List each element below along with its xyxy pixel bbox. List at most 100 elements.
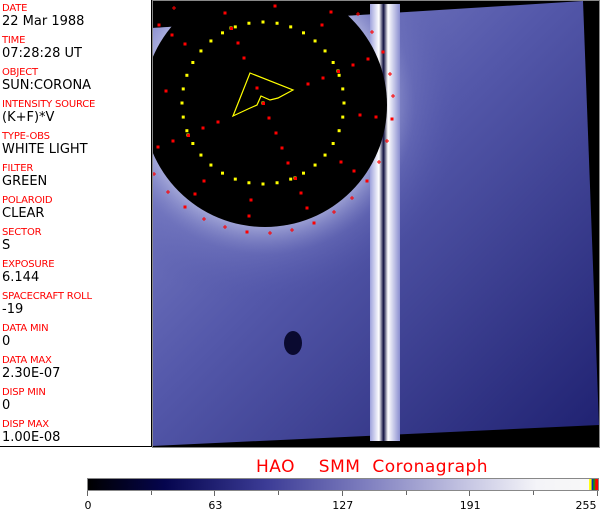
ring-marker: [261, 20, 265, 24]
field-value: 0: [2, 398, 11, 413]
field-type-obs: TYPE-OBS WHITE LIGHT: [2, 131, 88, 157]
ring-marker: [221, 171, 224, 175]
field-spacecraft-roll: SPACECRAFT ROLL -19: [2, 291, 92, 317]
red-marker: [374, 115, 378, 119]
ring-marker: [191, 61, 195, 64]
field-value: -19: [2, 302, 24, 317]
colorbar-tick-label: 255: [575, 499, 597, 512]
ring-marker: [331, 142, 335, 145]
ring-marker: [261, 182, 265, 186]
ring-marker: [181, 115, 185, 119]
red-marker: [183, 205, 187, 209]
cross-marker: [388, 72, 392, 76]
ring-marker: [337, 129, 341, 133]
field-value: (K+F)*V: [2, 110, 55, 125]
red-marker: [156, 145, 160, 149]
red-marker: [286, 161, 290, 165]
red-marker: [329, 10, 333, 14]
coronagraph-image: [152, 0, 600, 448]
ring-marker: [323, 153, 327, 157]
ring-marker: [233, 177, 237, 181]
ring-marker: [199, 49, 203, 53]
ring-marker: [331, 61, 335, 64]
red-marker: [365, 179, 369, 183]
mixed-marker: [230, 27, 233, 30]
field-sector: SECTOR S: [2, 227, 42, 253]
cross-marker: [391, 94, 395, 98]
field-polaroid: POLAROID CLEAR: [2, 195, 53, 221]
red-marker: [280, 146, 284, 150]
red-marker: [299, 191, 303, 195]
red-marker: [306, 82, 310, 86]
mixed-marker: [337, 70, 340, 73]
cross-marker: [332, 210, 336, 214]
field-value: 07:28:28 UT: [2, 46, 82, 61]
field-date: DATE 22 Mar 1988: [2, 3, 84, 29]
ring-marker: [313, 163, 317, 167]
cross-marker: [350, 196, 354, 200]
red-marker: [201, 126, 205, 130]
red-marker: [164, 89, 168, 93]
red-marker: [170, 33, 174, 37]
field-label: TIME: [2, 35, 26, 46]
ring-marker: [337, 73, 341, 77]
red-marker: [255, 86, 259, 90]
red-marker: [305, 206, 309, 210]
red-marker: [381, 50, 385, 54]
field-value: 6.144: [2, 270, 40, 285]
colorbar-tick: [596, 491, 598, 496]
red-marker: [202, 179, 206, 183]
ring-marker: [199, 153, 203, 157]
red-marker: [157, 23, 161, 27]
ring-marker: [275, 181, 279, 185]
field-value: 0: [2, 334, 11, 349]
ring-marker: [313, 39, 317, 43]
field-label: OBJECT: [2, 67, 38, 78]
ring-marker: [342, 101, 346, 105]
red-marker: [171, 139, 175, 143]
red-marker: [358, 113, 362, 117]
field-label: SPACECRAFT ROLL: [2, 291, 92, 302]
ring-marker: [181, 87, 185, 91]
ring-marker: [233, 25, 237, 29]
ring-marker: [209, 39, 213, 43]
cross-marker: [356, 12, 360, 16]
red-marker: [245, 230, 249, 234]
field-label: INTENSITY SOURCE: [2, 99, 96, 110]
ring-marker: [302, 31, 305, 35]
field-disp-max: DISP MAX 1.00E-08: [2, 419, 60, 445]
red-marker: [216, 120, 220, 124]
field-label: DATE: [2, 3, 28, 14]
field-value: S: [2, 238, 11, 253]
red-marker: [366, 57, 370, 61]
field-label: FILTER: [2, 163, 34, 174]
field-value: GREEN: [2, 174, 48, 189]
cross-marker: [377, 160, 381, 164]
overlay-markers: [152, 4, 395, 235]
field-data-min: DATA MIN 0: [2, 323, 49, 349]
field-label: TYPE-OBS: [2, 131, 50, 142]
ring-marker: [341, 115, 345, 119]
red-marker: [312, 221, 316, 225]
ring-marker: [247, 181, 251, 185]
red-marker: [321, 76, 325, 80]
field-label: DATA MAX: [2, 355, 52, 366]
colorbar-tick-label: 191: [459, 499, 481, 512]
field-object: OBJECT SUN:CORONA: [2, 67, 91, 93]
red-marker: [247, 214, 251, 218]
cross-marker: [172, 6, 176, 10]
mixed-marker: [262, 102, 265, 105]
ring-marker: [289, 177, 293, 181]
red-marker: [183, 42, 187, 46]
field-value: 2.30E-07: [2, 366, 61, 381]
field-exposure: EXPOSURE 6.144: [2, 259, 55, 285]
red-marker: [236, 41, 240, 45]
field-value: SUN:CORONA: [2, 78, 92, 93]
metadata-panel: DATE 22 Mar 1988 TIME 07:28:28 UT OBJECT SUN:…: [0, 0, 152, 447]
field-filter: FILTER GREEN: [2, 163, 47, 189]
colorbar-tick: [150, 491, 152, 495]
red-marker: [223, 11, 227, 15]
colorbar-tick-label: 127: [332, 499, 354, 512]
red-marker: [390, 117, 394, 121]
field-intensity-source: INTENSITY SOURCE (K+F)*V: [2, 99, 95, 125]
